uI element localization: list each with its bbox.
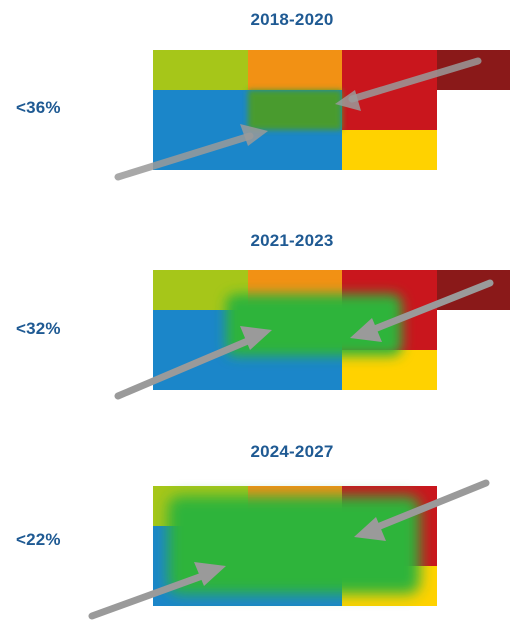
panel-1-label: <36% <box>16 98 61 117</box>
panel-1-arrows <box>114 57 482 181</box>
arrow-up-right-head <box>194 562 226 586</box>
arrow-down-left <box>371 479 490 532</box>
arrow-up-right-head <box>240 326 272 350</box>
arrow-up-right <box>88 571 209 620</box>
arrow-down-left <box>348 57 482 103</box>
arrow-up-right <box>114 132 254 181</box>
panel-1-title: 2018-2020 <box>250 10 334 29</box>
cell-yellow <box>342 130 437 170</box>
arrow-down-left <box>368 279 494 334</box>
panel-3-label: <22% <box>16 530 61 549</box>
cell-orange <box>248 50 342 90</box>
cell-red <box>342 50 437 90</box>
arrow-down-left-head <box>350 318 382 342</box>
panel-2-grid <box>153 270 510 390</box>
panel-2-label: <32% <box>16 319 61 338</box>
panel-2-title: 2021-2023 <box>250 231 334 250</box>
panel-3-arrows <box>88 479 490 620</box>
panel-2-arrows <box>114 279 494 400</box>
arrow-up-right <box>114 336 254 400</box>
arrow-down-left-head <box>335 90 361 111</box>
green-area <box>168 496 420 594</box>
green-area <box>248 90 342 130</box>
cell-lime <box>153 50 248 90</box>
panel-3-title: 2024-2027 <box>250 442 334 461</box>
arrow-up-right-head <box>240 124 268 146</box>
cell-yellow <box>342 350 437 390</box>
arrow-down-left-head <box>354 517 386 541</box>
green-area <box>226 294 402 356</box>
